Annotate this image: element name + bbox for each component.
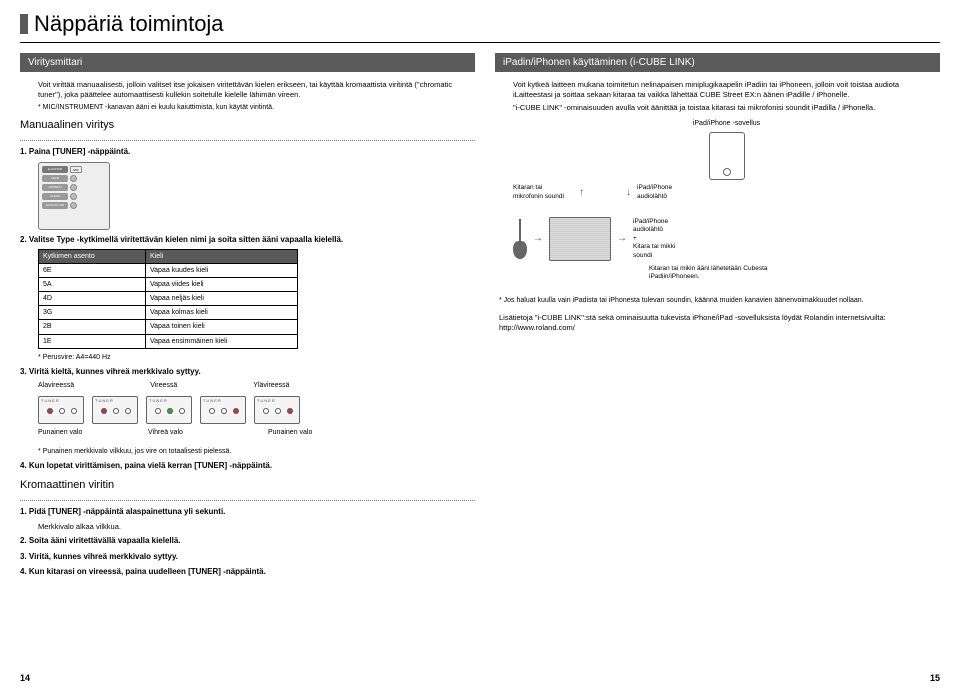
amp-icon <box>549 217 611 261</box>
title-block <box>20 14 28 34</box>
c-step-3: 3. Viritä, kunnes vihreä merkkivalo sytt… <box>20 552 475 562</box>
divider <box>20 496 475 501</box>
amp-btn: CRUNCH <box>42 184 68 191</box>
label-guitar-sound: Kitaran tai mikrofonin soundi <box>513 184 573 201</box>
amp-knob <box>70 184 77 191</box>
step-2: 2. Valitse Type -kytkimellä viritettävän… <box>20 235 475 245</box>
intro-note: * MIC/INSTRUMENT -kanavan ääni ei kuulu … <box>20 103 475 112</box>
page-num-left: 14 <box>20 673 30 685</box>
page-numbers: 14 15 <box>20 673 940 685</box>
amp-knob <box>70 193 77 200</box>
c-step-2: 2. Soita ääni viritettävällä vapaalla ki… <box>20 536 475 546</box>
step-text: Kun kitarasi on vireessä, paina uudellee… <box>29 567 266 576</box>
icube-p1: Voit kytkeä laitteen mukana toimitetun n… <box>495 80 940 100</box>
guitar-icon <box>513 219 527 259</box>
amp-btn: E-GUITAR <box>42 166 68 173</box>
ipad-icon <box>709 132 745 180</box>
step-num: 4. <box>20 461 27 470</box>
left-column: Viritysmittari Voit virittää manuaalises… <box>20 53 475 582</box>
label-audio-out: iPad/iPhone audiolähtö <box>637 184 697 201</box>
step-text: Kun lopetat virittämisen, paina vielä ke… <box>29 461 272 470</box>
tuner-box: TUNER <box>146 396 192 424</box>
blink-note: * Punainen merkkivalo vilkkuu, jos vire … <box>20 447 475 456</box>
icube-note: * Jos haluat kuulla vain iPadista tai iP… <box>495 296 940 305</box>
divider <box>20 136 475 141</box>
step-num: 2. <box>20 536 27 545</box>
table-row: 3GVapaa kolmas kieli <box>39 306 298 320</box>
step-4: 4. Kun lopetat virittämisen, paina vielä… <box>20 461 475 471</box>
sub-heading-chromatic: Kromaattinen viritin <box>20 478 475 492</box>
a4-note: * Perusvire: A4=440 Hz <box>20 353 475 362</box>
step-1: 1. Paina [TUNER] -näppäintä. <box>20 147 475 157</box>
amp-btn: LEAD <box>42 175 68 182</box>
section-header-tuner: Viritysmittari <box>20 53 475 72</box>
content: Viritysmittari Voit virittää manuaalises… <box>20 53 940 582</box>
step-text: Paina [TUNER] -näppäintä. <box>29 147 130 156</box>
info-url: http://www.roland.com/ <box>499 323 940 333</box>
step-num: 1. <box>20 507 27 516</box>
label-send: Kitaran tai mikin ääni lähetetään Cubest… <box>649 265 789 282</box>
c-step-1: 1. Pidä [TUNER] -näppäintä alaspainettun… <box>20 507 475 517</box>
label-ok: Vireessä <box>150 381 177 390</box>
th: Kieli <box>145 250 297 264</box>
arrow-right-icon: → <box>533 232 543 245</box>
table-row: 5AVapaa viides kieli <box>39 278 298 292</box>
step-text: Viritä, kunnes vihreä merkkivalo syttyy. <box>29 552 178 561</box>
step-num: 4. <box>20 567 27 576</box>
tuner-box: TUNER <box>92 396 138 424</box>
step-3: 3. Viritä kieltä, kunnes vihreä merkkiva… <box>20 367 475 377</box>
table-row: 1EVapaa ensimmäinen kieli <box>39 334 298 348</box>
tuner-box: TUNER <box>200 396 246 424</box>
page-num-right: 15 <box>930 673 940 685</box>
arrow-down-icon: ↓ <box>626 186 631 199</box>
amp-btn: CLEAN <box>42 193 68 200</box>
table-row: 4DVapaa neljäs kieli <box>39 292 298 306</box>
label-high: Ylävireessä <box>253 381 289 390</box>
amp-knob <box>70 202 77 209</box>
step-text: Soita ääni viritettävällä vapaalla kiele… <box>29 536 181 545</box>
th: Kytkimen asento <box>39 250 146 264</box>
amp-mic-label: MIC <box>70 166 82 173</box>
tuning-table: Kytkimen asentoKieli 6EVapaa kuudes kiel… <box>38 249 298 349</box>
step-text: Viritä kieltä, kunnes vihreä merkkivalo … <box>29 367 201 376</box>
step-num: 3. <box>20 367 27 376</box>
tuner-box: TUNER <box>38 396 84 424</box>
c-step-4: 4. Kun kitarasi on vireessä, paina uudel… <box>20 567 475 577</box>
label-red: Punainen valo <box>38 428 148 437</box>
icube-diagram: iPad/iPhone -sovellus Kitaran tai mikrof… <box>495 119 940 282</box>
arrow-up-icon: ↑ <box>579 186 584 199</box>
label-audio-out2: iPad/iPhone audiolähtö + Kitara tai mikk… <box>633 218 693 260</box>
more-info: Lisätietoja "i-CUBE LINK":stä sekä omina… <box>495 313 940 333</box>
step-num: 1. <box>20 147 27 156</box>
c-step-1b: Merkkivalo alkaa vilkkua. <box>20 522 475 532</box>
tuner-row: TUNER TUNER TUNER TUNER TUNER <box>20 396 475 424</box>
info-text: Lisätietoja "i-CUBE LINK":stä sekä omina… <box>499 313 940 323</box>
step-text: Valitse Type -kytkimellä viritettävän ki… <box>29 235 343 244</box>
right-column: iPadin/iPhonen käyttäminen (i-CUBE LINK)… <box>495 53 940 582</box>
arrow-right-icon: → <box>617 232 627 245</box>
step-text: Pidä [TUNER] -näppäintä alaspainettuna y… <box>29 507 225 516</box>
pitch-labels: Alavireessä Vireessä Ylävireessä <box>20 381 475 390</box>
label-red2: Punainen valo <box>268 428 312 437</box>
amp-panel-illustration: E-GUITARMIC LEAD CRUNCH CLEAN ACOUSTIC S… <box>38 162 110 230</box>
sub-heading-manual: Manuaalinen viritys <box>20 118 475 132</box>
label-low: Alavireessä <box>38 381 74 390</box>
tuner-box: TUNER <box>254 396 300 424</box>
label-green: Vihreä valo <box>148 428 268 437</box>
intro-text: Voit virittää manuaalisesti, jolloin val… <box>20 80 475 100</box>
step-num: 2. <box>20 235 27 244</box>
amp-btn: ACOUSTIC SIM <box>42 202 68 209</box>
icube-p2: "i-CUBE LINK" -ominaisuuden avulla voit … <box>495 103 940 113</box>
page-title: Näppäriä toimintoja <box>20 10 940 43</box>
table-row: 2BVapaa toinen kieli <box>39 320 298 334</box>
page-title-wrap: Näppäriä toimintoja <box>20 10 940 43</box>
diagram-caption: iPad/iPhone -sovellus <box>513 119 940 128</box>
amp-knob <box>70 175 77 182</box>
table-row: 6EVapaa kuudes kieli <box>39 264 298 278</box>
color-labels: Punainen valo Vihreä valo Punainen valo <box>20 428 475 437</box>
section-header-icube: iPadin/iPhonen käyttäminen (i-CUBE LINK) <box>495 53 940 72</box>
step-num: 3. <box>20 552 27 561</box>
